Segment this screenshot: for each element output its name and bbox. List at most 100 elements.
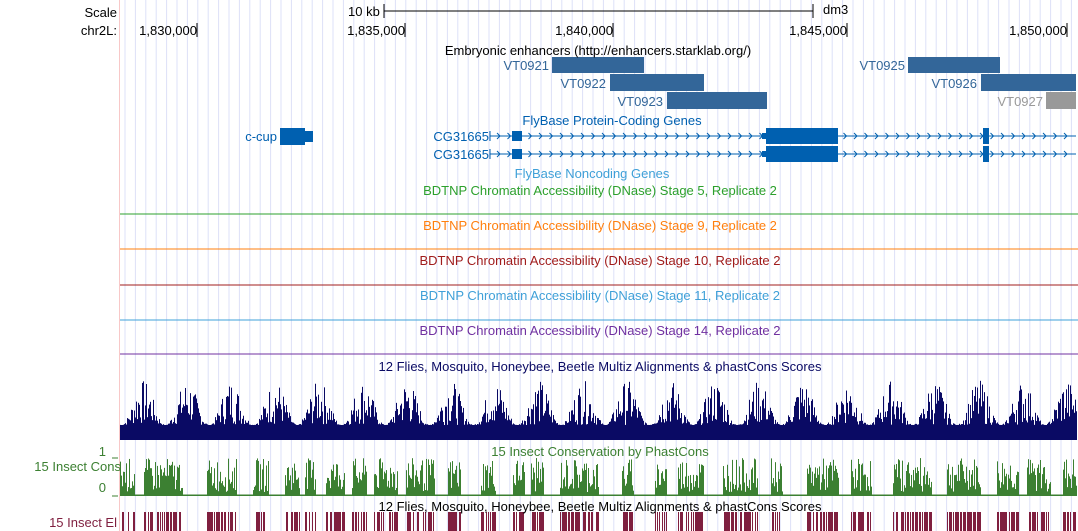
multiz2-track-title[interactable]: 12 Flies, Mosquito, Honeybee, Beetle Mul… [378,499,822,514]
multiz-bar [359,423,360,440]
genes-track-title[interactable]: FlyBase Protein-Coding Genes [522,113,702,128]
cons-bar [575,460,576,496]
dnase-track-title[interactable]: BDTNP Chromatin Accessibility (DNase) St… [419,288,781,303]
cons-bar [772,483,773,496]
multiz-bar [1015,422,1016,440]
element-bar [339,512,340,531]
multiz-bar [648,424,649,440]
element-bar [210,512,211,531]
cons-bar [374,474,375,496]
multiz-bar [1053,421,1054,440]
cons-bar [434,478,435,496]
multiz-bar [856,407,857,440]
cons-bar [1047,491,1048,496]
element-bar [1006,512,1007,531]
element-bar [222,512,223,531]
cons-bar [876,494,877,496]
cons-bar [802,494,803,496]
multiz-bar [654,423,655,440]
multiz-bar [545,410,546,440]
multiz-bar [936,403,937,440]
assembly-label: dm3 [823,2,849,17]
cons-bar [769,494,770,496]
cons-bar [613,494,614,496]
gene-label[interactable]: CG31665 [433,129,489,144]
cons-bar [143,494,144,496]
element-bar [1048,512,1049,531]
cons-bar [959,480,960,496]
dnase-track-title[interactable]: BDTNP Chromatin Accessibility (DNase) St… [423,218,777,233]
cons-bar [135,494,136,496]
enhancer-label[interactable]: VT0922 [560,76,606,91]
cons-side-label[interactable]: 15 Insect Cons [34,459,121,474]
element-bar [207,512,208,531]
multiz-track-title[interactable]: 12 Flies, Mosquito, Honeybee, Beetle Mul… [378,359,822,374]
enhancers-track-title[interactable]: Embryonic enhancers (http://enhancers.st… [444,43,752,58]
cons-bar [615,494,616,496]
cons-bar [525,494,526,496]
cons-bar [180,490,181,496]
cons-bar [836,469,837,496]
enhancer-label[interactable]: VT0927 [997,94,1043,109]
multiz-bar [725,421,726,440]
element-bar [931,512,932,531]
multiz-bar [800,387,801,440]
gene-label[interactable]: CG31665 [433,147,489,162]
multiz-bar [774,424,775,440]
cons-bar [905,487,906,496]
enhancer-label[interactable]: VT0926 [931,76,977,91]
multiz-bar [583,416,584,440]
dnase-track-title[interactable]: BDTNP Chromatin Accessibility (DNase) St… [419,253,781,268]
cons-bar [790,494,791,496]
cons-bar [555,494,556,496]
element-bar [831,512,832,531]
enhancer-label[interactable]: VT0921 [503,58,549,73]
multiz-bar [452,405,453,440]
cons-bar [500,494,501,496]
strand-arrow [1021,150,1026,158]
cons-track-title[interactable]: 15 Insect Conservation by PhastCons [491,444,709,459]
multiz-bar [155,420,156,440]
dnase-track-title[interactable]: BDTNP Chromatin Accessibility (DNase) St… [423,183,777,198]
element-bar [560,512,561,531]
strand-arrow [885,132,890,140]
multiz-bar [921,413,922,440]
cons-bar [498,494,499,496]
multiz-bar [616,409,617,440]
cons-bar [771,458,772,496]
multiz-bar [549,414,550,440]
multiz-bar [500,390,501,440]
cons-bar [477,494,478,496]
cons-bar [181,488,182,496]
cons-bar [779,479,780,496]
element-bar [907,512,908,531]
tick-label: 1,835,000 [347,23,405,38]
dnase-track-title[interactable]: BDTNP Chromatin Accessibility (DNase) St… [419,323,781,338]
multiz-bar [761,419,762,440]
element-bar [306,512,307,531]
enhancer-VT0927 [1046,92,1076,109]
cons-bar [767,494,768,496]
cons-bar [375,474,376,496]
multiz-bar [197,403,198,440]
cons-bar [714,494,715,496]
multiz-bar [612,414,613,440]
multiz-bar [744,420,745,440]
element-bar [697,512,698,531]
strand-arrow [591,150,596,158]
enhancer-label[interactable]: VT0925 [859,58,905,73]
enhancer-label[interactable]: VT0923 [617,94,663,109]
multiz-bar [1040,420,1041,440]
cons-bar [340,479,341,496]
cons-bar [157,465,158,496]
cons-bar [740,484,741,496]
multiz-bar [699,419,700,440]
cons-bar [655,480,656,496]
elements-side-label[interactable]: 15 Insect El [49,515,117,530]
element-bar [392,512,393,531]
gene-label[interactable]: c-cup [245,129,277,144]
noncoding-track-title[interactable]: FlyBase Noncoding Genes [514,166,670,181]
multiz-bar [1039,421,1040,440]
element-bar [1012,512,1013,531]
